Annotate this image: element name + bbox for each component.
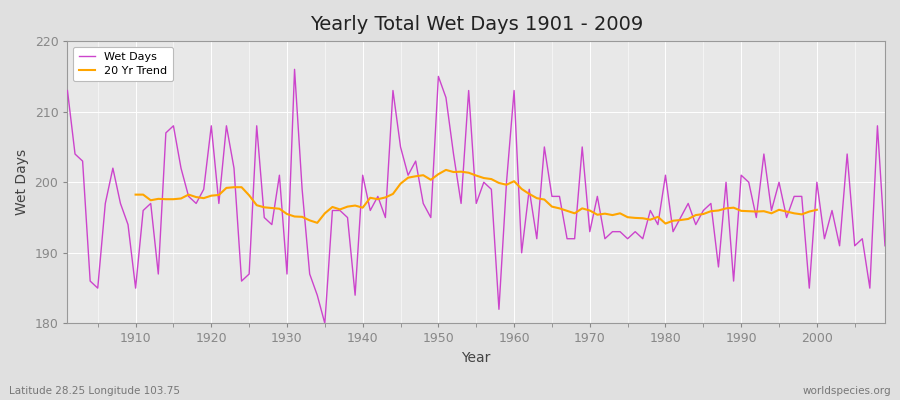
20 Yr Trend xyxy=(213,192,224,197)
Wet Days xyxy=(62,88,73,93)
20 Yr Trend xyxy=(531,196,542,200)
Text: Latitude 28.25 Longitude 103.75: Latitude 28.25 Longitude 103.75 xyxy=(9,386,180,396)
Wet Days xyxy=(879,243,890,248)
Wet Days xyxy=(615,229,626,234)
20 Yr Trend xyxy=(304,218,315,223)
Wet Days xyxy=(122,222,133,227)
Wet Days xyxy=(320,321,330,326)
Wet Days xyxy=(297,187,308,192)
Y-axis label: Wet Days: Wet Days xyxy=(15,149,29,215)
20 Yr Trend xyxy=(440,168,451,172)
20 Yr Trend xyxy=(660,221,670,226)
Wet Days xyxy=(517,250,527,255)
20 Yr Trend xyxy=(130,192,141,197)
Wet Days xyxy=(350,293,361,298)
Text: worldspecies.org: worldspecies.org xyxy=(803,386,891,396)
Wet Days xyxy=(524,187,535,192)
20 Yr Trend xyxy=(289,214,300,219)
20 Yr Trend xyxy=(812,207,823,212)
X-axis label: Year: Year xyxy=(462,351,490,365)
Wet Days xyxy=(289,67,300,72)
Line: 20 Yr Trend: 20 Yr Trend xyxy=(136,170,817,224)
Legend: Wet Days, 20 Yr Trend: Wet Days, 20 Yr Trend xyxy=(73,47,173,81)
20 Yr Trend xyxy=(721,206,732,211)
20 Yr Trend xyxy=(804,209,814,214)
Line: Wet Days: Wet Days xyxy=(68,69,885,324)
Title: Yearly Total Wet Days 1901 - 2009: Yearly Total Wet Days 1901 - 2009 xyxy=(310,15,643,34)
